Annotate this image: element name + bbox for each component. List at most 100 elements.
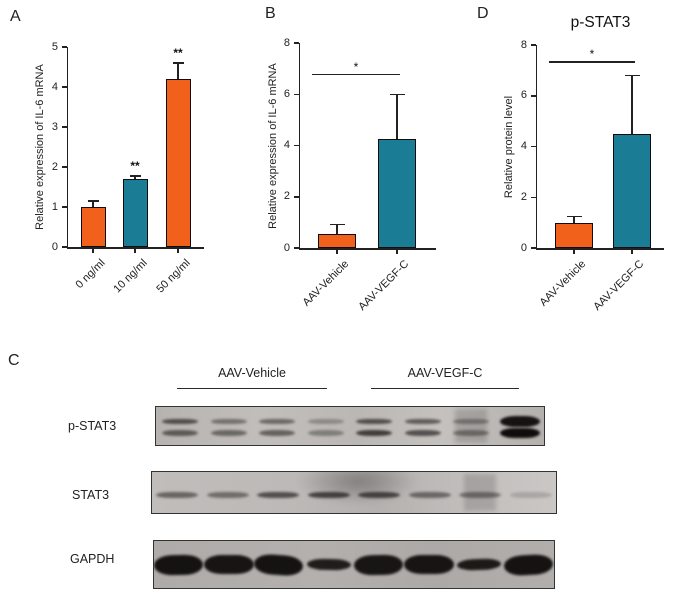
blot-band (154, 554, 204, 575)
blot-band (259, 430, 296, 436)
blot-band (404, 554, 454, 575)
error-bar-A-2 (177, 63, 179, 79)
blot-row-label-stat3: STAT3 (72, 488, 110, 502)
x-category-label-D-1: AAV-VEGF-C (591, 258, 647, 314)
blot-shadow-cloud (297, 472, 419, 505)
bar-A-2 (165, 79, 191, 247)
y-tick-A (61, 126, 67, 128)
y-tick-A (61, 166, 67, 168)
bar-B-1 (378, 139, 416, 248)
panel-a-label: A (10, 8, 21, 25)
blot-band (162, 418, 199, 425)
chart-title-D: p-STAT3 (570, 14, 631, 31)
x-category-label-B-1: AAV-VEGF-C (356, 258, 412, 314)
error-cap-B-1 (389, 93, 405, 95)
blot-band (456, 558, 502, 571)
x-tick-B-1 (396, 249, 398, 254)
bar-D-1 (613, 133, 651, 248)
blot-band (509, 491, 552, 498)
blot-smear (464, 474, 497, 511)
error-cap-A-1 (129, 175, 141, 177)
error-bar-A-0 (92, 201, 94, 207)
y-tick-D (530, 247, 536, 249)
blot-band (210, 430, 247, 436)
y-tick-label-A: 2 (51, 160, 58, 173)
error-bar-D-1 (631, 75, 633, 134)
blot-band (259, 418, 296, 425)
y-tick-label-B: 4 (283, 139, 290, 151)
y-tick-label-D: 6 (520, 89, 527, 102)
y-tick-D (530, 95, 536, 97)
blot-band (257, 491, 300, 498)
blot-band (453, 430, 490, 436)
x-category-label-A-0: 0 ng/ml (73, 257, 108, 291)
y-tick-D (530, 44, 536, 46)
blot-image-gapdh (153, 540, 555, 589)
y-tick-label-B: 8 (283, 36, 290, 49)
significance-stars-A-1: ** (130, 159, 140, 174)
y-tick-label-D: 4 (520, 140, 527, 152)
significance-star-D: * (589, 47, 595, 62)
blot-band (307, 430, 344, 436)
x-tick-A-0 (92, 248, 94, 253)
y-tick-label-B: 6 (283, 87, 290, 100)
blot-band (210, 418, 247, 425)
blot-band (156, 491, 199, 498)
significance-stars-A-2: ** (173, 46, 183, 60)
blot-band (404, 418, 441, 425)
x-axis-A (66, 247, 204, 249)
blot-row-label-pstat3: p-STAT3 (68, 419, 117, 433)
blot-band (206, 491, 249, 498)
x-category-label-B-0: AAV-Vehicle (300, 258, 352, 309)
blot-band (253, 552, 305, 577)
blot-band (358, 491, 401, 498)
blot-band (356, 418, 393, 425)
blot-band (307, 491, 350, 498)
y-tick-D (530, 145, 536, 148)
significance-star-B: * (353, 59, 359, 74)
blot-group-label-vegfc: AAV-VEGF-C (407, 366, 483, 380)
error-cap-A-2 (172, 62, 184, 64)
y-tick-B (293, 196, 299, 198)
error-bar-B-0 (336, 224, 338, 234)
x-tick-D-0 (573, 249, 575, 254)
y-axis-D (535, 45, 537, 250)
blot-band (499, 416, 540, 427)
error-cap-D-0 (566, 215, 582, 218)
x-category-label-D-0: AAV-Vehicle (537, 258, 589, 309)
y-tick-label-A: 4 (51, 80, 58, 93)
y-tick-label-D: 0 (520, 241, 527, 254)
blot-smear (455, 409, 488, 443)
panel-b-label: B (265, 5, 276, 22)
y-tick-label-D: 8 (520, 38, 527, 51)
blot-band (307, 418, 344, 425)
blot-band (453, 418, 490, 425)
significance-line-D (549, 61, 635, 63)
blot-image-stat3 (151, 471, 557, 514)
error-bar-A-1 (134, 176, 136, 179)
y-tick-A (61, 46, 67, 48)
error-bar-D-0 (573, 216, 575, 223)
y-tick-label-A: 3 (51, 120, 58, 133)
x-axis-D (535, 248, 664, 250)
significance-line-B (312, 73, 400, 75)
blot-band (306, 558, 352, 571)
y-tick-A (61, 246, 67, 248)
x-tick-A-2 (177, 248, 179, 253)
error-bar-B-1 (396, 94, 398, 140)
bar-A-1 (122, 179, 148, 247)
y-tick-label-A: 1 (51, 200, 58, 213)
y-tick-label-B: 2 (283, 190, 290, 203)
y-tick-label-B: 0 (283, 241, 290, 254)
bar-A-0 (80, 207, 106, 247)
blot-group-underline-vegfc (371, 388, 519, 390)
blot-band (459, 491, 502, 498)
blot-group-underline-vehicle (177, 388, 327, 390)
blot-band (204, 554, 254, 575)
error-cap-B-0 (329, 223, 345, 226)
error-cap-A-0 (87, 200, 99, 202)
y-tick-label-D: 2 (520, 190, 527, 203)
x-category-label-A-1: 10 ng/ml (111, 257, 150, 296)
x-category-label-A-2: 50 ng/ml (154, 257, 193, 296)
